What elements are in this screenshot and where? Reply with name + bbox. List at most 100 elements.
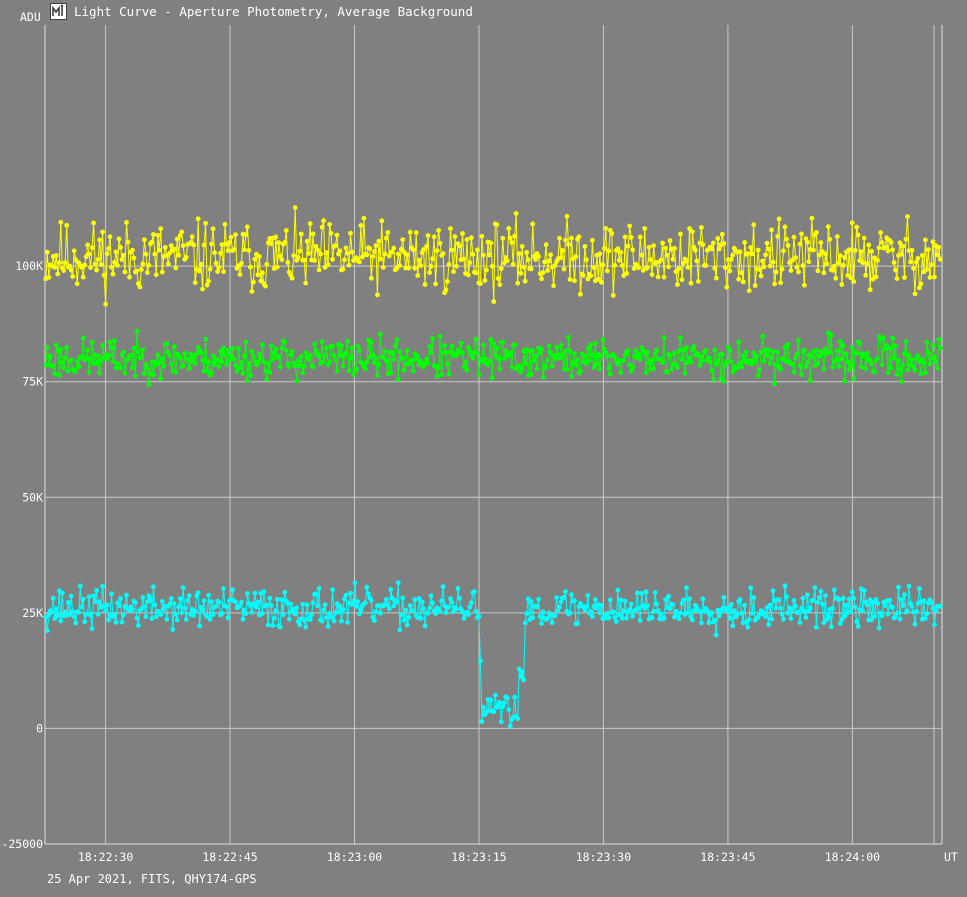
data-point [461, 364, 467, 370]
data-point [446, 371, 452, 377]
data-point [216, 364, 222, 370]
data-point [495, 276, 501, 281]
data-point [151, 232, 156, 237]
data-point [475, 350, 480, 356]
data-point [531, 358, 537, 364]
data-point [788, 268, 794, 273]
data-point [255, 272, 261, 278]
data-point [569, 235, 574, 241]
data-point [721, 378, 727, 384]
data-point [289, 349, 295, 355]
data-point [818, 588, 824, 594]
data-point [713, 362, 719, 368]
data-point [354, 367, 359, 373]
data-point [451, 269, 456, 274]
data-point [728, 602, 734, 607]
data-point [652, 351, 658, 357]
data-point [902, 351, 907, 356]
data-point [458, 340, 464, 346]
data-point [573, 254, 579, 259]
data-point [121, 612, 126, 618]
data-point [911, 266, 916, 271]
data-point [902, 275, 907, 280]
data-point [830, 267, 836, 273]
data-point [769, 616, 774, 622]
data-point [812, 585, 818, 590]
data-point [315, 247, 320, 253]
data-point [764, 240, 770, 246]
data-point [82, 619, 88, 625]
data-point [805, 239, 810, 245]
data-point [852, 604, 858, 610]
data-point [821, 366, 827, 372]
data-point [932, 622, 937, 627]
data-point [820, 601, 825, 607]
data-point [91, 220, 96, 226]
data-point [905, 367, 910, 373]
data-point [552, 356, 558, 362]
data-point [548, 349, 553, 355]
data-point [563, 589, 568, 595]
data-point [914, 608, 919, 614]
data-point [80, 274, 86, 280]
data-point [567, 277, 573, 282]
data-point [649, 357, 655, 362]
data-point [927, 361, 933, 367]
data-point [767, 602, 773, 608]
data-point [785, 243, 791, 248]
data-point [158, 376, 164, 381]
data-point [145, 365, 150, 371]
data-point [606, 365, 612, 371]
data-point [271, 350, 277, 356]
data-point [288, 601, 294, 607]
data-point [681, 597, 686, 603]
data-point [591, 265, 597, 270]
data-point [251, 354, 256, 360]
data-point [428, 593, 434, 599]
data-point [242, 247, 247, 253]
data-point [319, 339, 325, 345]
data-point [852, 248, 858, 253]
data-point [799, 605, 804, 611]
data-point [923, 616, 928, 621]
data-point [494, 345, 500, 351]
data-point [71, 614, 77, 620]
data-point [98, 358, 104, 363]
data-point [781, 248, 786, 254]
data-point [430, 336, 435, 341]
data-point [282, 590, 288, 595]
data-point [209, 599, 215, 604]
data-point [377, 331, 383, 337]
data-point [567, 610, 573, 616]
data-point [325, 262, 331, 268]
data-point [416, 596, 422, 601]
data-point [484, 267, 489, 273]
data-point [67, 612, 73, 617]
data-point [427, 270, 432, 275]
data-point [522, 278, 528, 284]
data-point [542, 259, 547, 265]
data-point [128, 352, 134, 358]
data-point [639, 252, 645, 258]
data-point [392, 343, 398, 348]
data-point [159, 269, 165, 275]
data-point [282, 339, 288, 345]
data-point [68, 593, 74, 599]
data-point [110, 271, 116, 277]
data-point [912, 367, 918, 373]
light-curve-app-icon[interactable] [50, 3, 67, 20]
data-point [298, 231, 304, 237]
data-point [746, 288, 752, 294]
data-point [482, 278, 488, 283]
data-point [599, 603, 604, 608]
data-point [50, 363, 56, 369]
data-point [265, 622, 271, 628]
data-point [887, 597, 892, 603]
data-point [58, 618, 64, 624]
data-point [61, 365, 67, 371]
data-point [627, 607, 633, 612]
data-point [599, 353, 604, 358]
data-point [549, 363, 555, 369]
data-point [679, 277, 685, 283]
data-point [469, 235, 474, 241]
